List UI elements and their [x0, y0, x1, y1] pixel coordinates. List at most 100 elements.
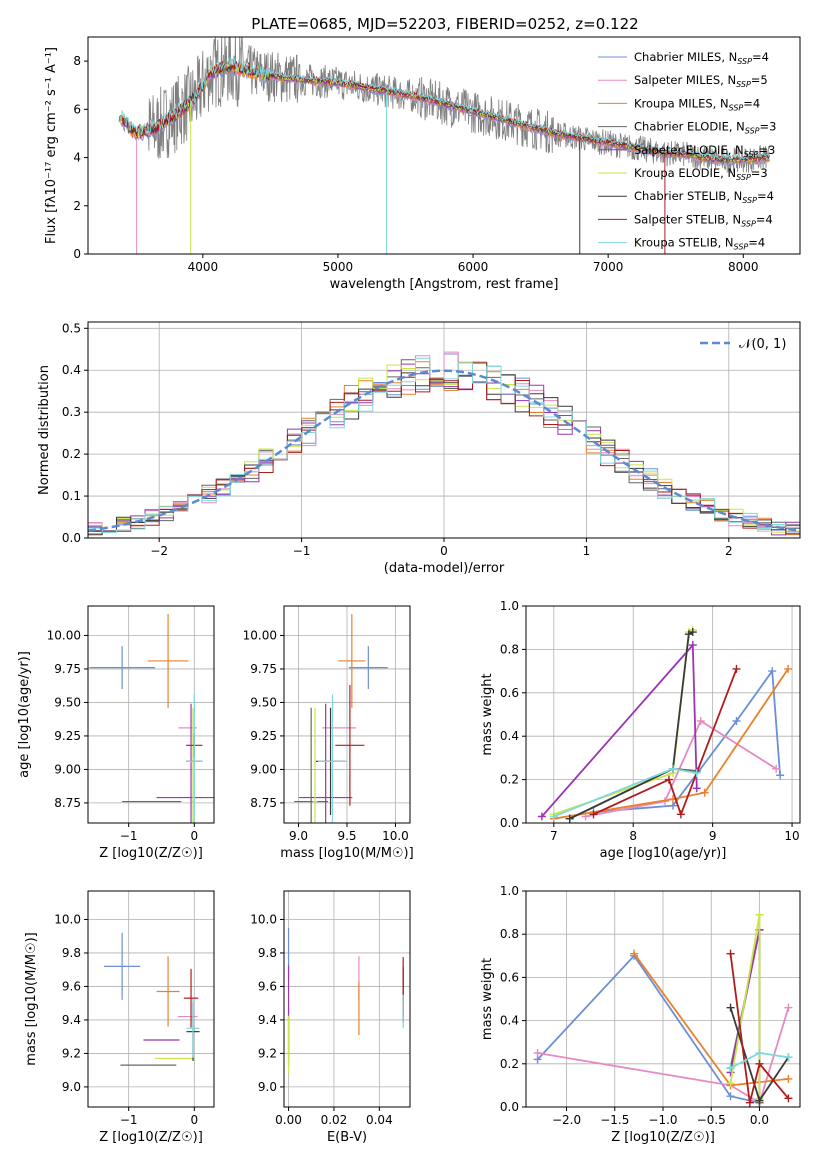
y-axis-label: Flux [fλ10⁻¹⁷ erg cm⁻² s⁻¹ A⁻¹] — [44, 47, 59, 244]
weight-point-marker — [755, 1059, 764, 1068]
x-tick-label: −1 — [293, 544, 311, 558]
legend-text: =4 — [757, 189, 774, 203]
legend-label: Salpeter ELODIE, NSSP=3 — [634, 143, 775, 159]
legend-text: Kroupa STELIB, N — [634, 236, 734, 250]
x-axis-label: wavelength [Angstrom, rest frame] — [330, 277, 559, 292]
legend-subscript: SSP — [737, 57, 752, 66]
y-tick-label: 10.0 — [250, 912, 277, 926]
y-tick-label: 9.50 — [54, 695, 81, 709]
panel-weight-vs-age: 7 8 9 10 0.0 0.2 0.4 0.6 0.8 1.0 age [log10(age/yr… — [480, 599, 801, 861]
y-tick-label: 9.75 — [250, 662, 277, 676]
plot-area — [118, 37, 771, 254]
x-axis-label: Z [log10(Z/Z☉)] — [99, 1130, 203, 1145]
x-tick-label: 4000 — [188, 260, 219, 274]
y-tick-label: 9.2 — [258, 1046, 277, 1060]
weight-point-marker — [755, 1096, 764, 1105]
x-axis-label: mass [log10(M/M☉)] — [280, 846, 413, 861]
legend-label: Kroupa MILES, NSSP=4 — [634, 96, 760, 112]
y-tick-label: 0.4 — [500, 1014, 519, 1028]
legend-text: Chabrier MILES, N — [634, 50, 737, 64]
y-tick-label: 0 — [73, 247, 81, 261]
panel-residuals: −2 −1 0 1 2 0.0 0.1 0.2 0.3 0.4 0.5 (data-model)/er… — [37, 321, 801, 576]
y-axis-label: mass [log10(M/M☉)] — [24, 932, 39, 1065]
y-tick-label: 10.00 — [243, 628, 277, 642]
y-tick-label: 9.6 — [258, 979, 277, 993]
plot-area — [89, 614, 214, 823]
y-tick-label: 6 — [73, 102, 81, 116]
y-tick-label: 0.5 — [62, 321, 81, 335]
x-tick-label: 5000 — [323, 260, 354, 274]
legend-text: Chabrier STELIB, N — [634, 189, 742, 203]
weight-point-marker — [700, 788, 709, 797]
x-tick-label: 0.0 — [750, 1113, 769, 1127]
panel-age-vs-mass: 9.0 9.5 10.0 8.75 9.00 9.25 9.50 9.75 10.00 mass … — [243, 605, 414, 861]
x-tick-label: −0.5 — [697, 1113, 726, 1127]
weight-point-marker — [772, 764, 781, 773]
y-tick-label: 0.3 — [62, 405, 81, 419]
x-tick-label: 2 — [725, 544, 733, 558]
y-axis-label: age [log10(age/yr)] — [17, 651, 32, 778]
x-tick-label: 0.02 — [321, 1113, 348, 1127]
x-tick-label: 0 — [440, 544, 448, 558]
axes-frame — [283, 890, 411, 1108]
legend: 𝒩(0, 1) — [700, 337, 786, 352]
legend-subscript: SSP — [736, 173, 751, 182]
y-tick-label: 9.0 — [62, 1080, 81, 1094]
y-axis-label: Normed distribution — [37, 365, 52, 495]
legend-text: Chabrier ELODIE, N — [634, 120, 745, 134]
x-tick-label: 0 — [190, 829, 198, 843]
legend-text: =3 — [760, 120, 777, 134]
y-tick-label: 0.0 — [62, 531, 81, 545]
y-tick-label: 10.00 — [47, 628, 81, 642]
x-axis-label: (data-model)/error — [384, 561, 505, 576]
panel-mass-vs-EBV: 0.00 0.02 0.04 9.0 9.2 9.4 9.6 9.8 10.0 E(B-V) — [250, 890, 411, 1145]
residual-histogram — [88, 362, 800, 537]
legend-text: Salpeter STELIB, N — [634, 212, 741, 226]
plot-area — [104, 932, 200, 1066]
x-tick-label: 6000 — [458, 260, 489, 274]
weight-point-marker — [692, 784, 701, 793]
x-tick-label: 9 — [709, 829, 717, 843]
weight-point-marker — [768, 667, 777, 676]
panel-weight-vs-Z: −2.0 −1.5 −1.0 −0.5 0.0 0.0 0.2 0.4 0.6 0.8 1.0 Z [… — [480, 884, 801, 1145]
x-tick-label: 8 — [629, 829, 637, 843]
y-tick-label: 0.8 — [500, 927, 519, 941]
legend-text: =3 — [758, 143, 775, 157]
y-tick-label: 0.0 — [500, 816, 519, 830]
model-spectrum — [120, 59, 771, 161]
y-tick-label: 0.2 — [500, 773, 519, 787]
y-tick-label: 0.6 — [500, 686, 519, 700]
y-tick-label: 8 — [73, 54, 81, 68]
weight-point-marker — [664, 775, 673, 784]
x-tick-label: 9.5 — [337, 829, 356, 843]
legend-subscript: SSP — [741, 219, 756, 228]
y-axis-label: mass weight — [480, 673, 495, 755]
x-tick-label: 0.00 — [275, 1113, 302, 1127]
legend-subscript: SSP — [744, 150, 759, 159]
y-tick-label: 9.25 — [54, 729, 81, 743]
weight-point-marker — [776, 771, 785, 780]
legend-text: =4 — [752, 50, 769, 64]
weight-series-line — [553, 668, 789, 820]
y-tick-label: 1.0 — [500, 884, 519, 898]
legend-label: Kroupa STELIB, NSSP=4 — [634, 236, 765, 252]
x-tick-label: 8000 — [728, 260, 759, 274]
axes-frame — [87, 36, 801, 255]
y-tick-label: 9.2 — [62, 1046, 81, 1060]
weight-point-marker — [688, 641, 697, 650]
x-tick-label: −1.0 — [648, 1113, 677, 1127]
legend-text: Salpeter MILES, N — [634, 73, 736, 87]
y-tick-label: 9.8 — [62, 946, 81, 960]
axes-frame — [87, 890, 215, 1108]
x-tick-label: 9.0 — [289, 829, 308, 843]
legend-label: Chabrier MILES, NSSP=4 — [634, 50, 769, 66]
legend-subscript: SSP — [736, 80, 751, 89]
x-axis-label: Z [log10(Z/Z☉)] — [611, 1130, 715, 1145]
legend-label: Chabrier ELODIE, NSSP=3 — [634, 120, 776, 136]
x-axis-label: Z [log10(Z/Z☉)] — [99, 846, 203, 861]
weight-point-marker — [533, 1049, 542, 1057]
plot-area — [287, 927, 404, 1075]
y-tick-label: 0.2 — [62, 447, 81, 461]
y-tick-label: 9.4 — [258, 1013, 277, 1027]
